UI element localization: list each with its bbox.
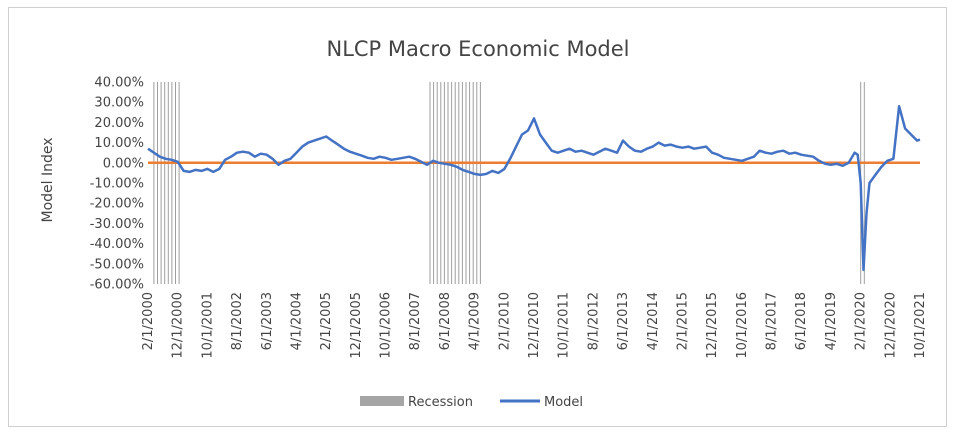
x-tick-label: 10/1/2021 bbox=[913, 292, 928, 359]
y-axis-label: Model Index bbox=[40, 137, 56, 222]
series-line-model bbox=[147, 104, 921, 272]
x-tick-label: 8/1/2012 bbox=[586, 292, 601, 350]
x-tick-label: 4/1/2009 bbox=[468, 292, 483, 350]
x-tick-label: 4/1/2004 bbox=[290, 292, 305, 350]
x-tick-label: 10/1/2011 bbox=[557, 292, 572, 359]
x-tick-label: 10/1/2006 bbox=[379, 292, 394, 359]
x-tick-label: 4/1/2014 bbox=[646, 292, 661, 350]
x-tick-label: 6/1/2003 bbox=[260, 292, 275, 350]
legend-label-model: Model bbox=[544, 395, 583, 410]
y-tick-label: 20.00% bbox=[94, 116, 144, 131]
x-tick-label: 12/1/2005 bbox=[349, 292, 364, 359]
x-tick-label: 12/1/2020 bbox=[883, 292, 898, 359]
x-tick-label: 12/1/2015 bbox=[705, 292, 720, 359]
y-tick-label: -10.00% bbox=[90, 177, 144, 192]
y-tick-label: -30.00% bbox=[90, 217, 144, 232]
x-tick-label: 2/1/2010 bbox=[497, 292, 512, 350]
legend: Recession Model bbox=[360, 395, 583, 410]
x-tick-label: 12/1/2000 bbox=[171, 292, 186, 359]
recession-band-1 bbox=[153, 82, 180, 284]
y-tick-label: 0.00% bbox=[103, 156, 144, 171]
x-axis-ticks: 2/1/2000 12/1/2000 10/1/2001 8/1/2002 6/1/20… bbox=[141, 292, 928, 359]
x-tick-label: 6/1/2018 bbox=[794, 292, 809, 350]
x-tick-label: 4/1/2019 bbox=[824, 292, 839, 350]
y-tick-label: -50.00% bbox=[90, 257, 144, 272]
x-tick-label: 8/1/2007 bbox=[408, 292, 423, 350]
x-tick-label: 2/1/2015 bbox=[676, 292, 691, 350]
y-tick-label: -20.00% bbox=[90, 197, 144, 212]
recession-band-2 bbox=[429, 82, 481, 284]
y-tick-label: 10.00% bbox=[94, 136, 144, 151]
x-tick-label: 8/1/2017 bbox=[765, 292, 780, 350]
x-tick-label: 10/1/2016 bbox=[735, 292, 750, 359]
legend-swatch-recession bbox=[360, 396, 404, 406]
legend-label-recession: Recession bbox=[408, 395, 473, 410]
recession-bands bbox=[153, 82, 865, 284]
y-tick-label: 30.00% bbox=[94, 96, 144, 111]
y-axis-ticks: 40.00% 30.00% 20.00% 10.00% 0.00% -10.00% -20.… bbox=[90, 76, 144, 293]
x-tick-label: 10/1/2001 bbox=[200, 292, 215, 359]
y-tick-label: -60.00% bbox=[90, 278, 144, 293]
x-tick-label: 2/1/2005 bbox=[319, 292, 334, 350]
y-tick-label: 40.00% bbox=[94, 76, 144, 91]
x-tick-label: 6/1/2008 bbox=[438, 292, 453, 350]
x-tick-label: 2/1/2000 bbox=[141, 292, 156, 350]
x-tick-label: 6/1/2013 bbox=[616, 292, 631, 350]
x-tick-label: 2/1/2020 bbox=[854, 292, 869, 350]
x-tick-label: 8/1/2002 bbox=[230, 292, 245, 350]
chart-title: NLCP Macro Economic Model bbox=[326, 37, 629, 61]
x-tick-label: 12/1/2010 bbox=[527, 292, 542, 359]
y-tick-label: -40.00% bbox=[90, 237, 144, 252]
